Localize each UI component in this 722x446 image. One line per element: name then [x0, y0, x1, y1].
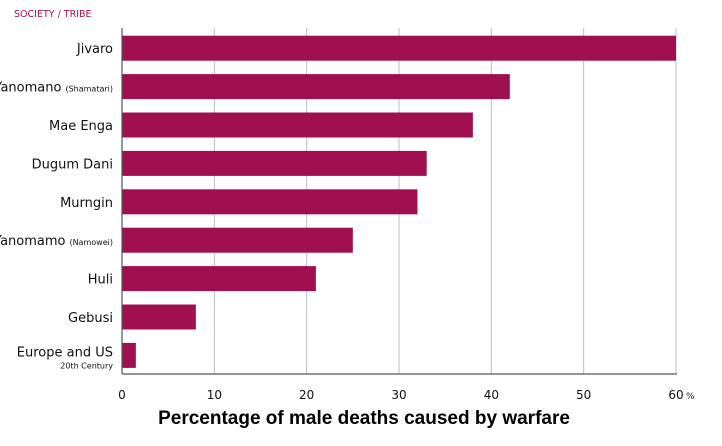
x-tick-label: 20	[299, 388, 314, 402]
x-tick-label: 0	[118, 388, 126, 402]
category-sub: (Namowei)	[69, 238, 113, 247]
category-name: Europe and US	[17, 345, 113, 360]
bar	[122, 150, 427, 176]
x-unit-label: %	[686, 392, 695, 402]
x-tick-labels: 0 10 20 30 40 50 60%	[118, 388, 695, 402]
bar	[122, 74, 510, 100]
category-label: Murngin	[60, 196, 113, 211]
category-label: Dugum Dani	[32, 157, 113, 172]
x-tick-label: 60	[668, 388, 683, 402]
category-label: Mae Enga	[49, 119, 113, 134]
x-tick-label: 30	[391, 388, 406, 402]
bar	[122, 35, 676, 61]
category-label: Yanomamo (Namowei)	[0, 234, 113, 249]
bar	[122, 304, 196, 330]
bar	[122, 266, 316, 292]
category-note: 20th Century	[60, 361, 113, 370]
x-tick-label: 40	[484, 388, 499, 402]
bar	[122, 112, 473, 138]
x-tick-label: 10	[207, 388, 222, 402]
category-name: Mae Enga	[49, 119, 113, 134]
category-name: Gebusi	[68, 311, 113, 326]
category-name: Dugum Dani	[32, 157, 113, 172]
category-label: Jivaro	[76, 42, 113, 57]
category-name: Yanomano	[0, 81, 61, 96]
category-sub: (Shamatari)	[65, 85, 113, 94]
category-name: Yanomamo	[0, 234, 66, 249]
x-tick-label: 50	[576, 388, 591, 402]
category-labels: Jivaro Yanomano (Shamatari) Mae Enga Dugum D…	[0, 42, 113, 370]
category-label: Huli	[88, 273, 113, 288]
bar	[122, 227, 353, 253]
bar	[122, 189, 418, 215]
category-label: Yanomano (Shamatari)	[0, 81, 113, 96]
bars	[122, 35, 676, 368]
bar	[122, 342, 136, 368]
category-name: Jivaro	[76, 42, 113, 57]
chart-title: SOCIETY / TRIBE	[14, 9, 92, 20]
category-name: Murngin	[60, 196, 113, 211]
category-name: Huli	[88, 273, 113, 288]
category-label: Europe and US	[17, 345, 113, 360]
x-axis-title: Percentage of male deaths caused by warf…	[158, 408, 570, 429]
category-label: Gebusi	[68, 311, 113, 326]
